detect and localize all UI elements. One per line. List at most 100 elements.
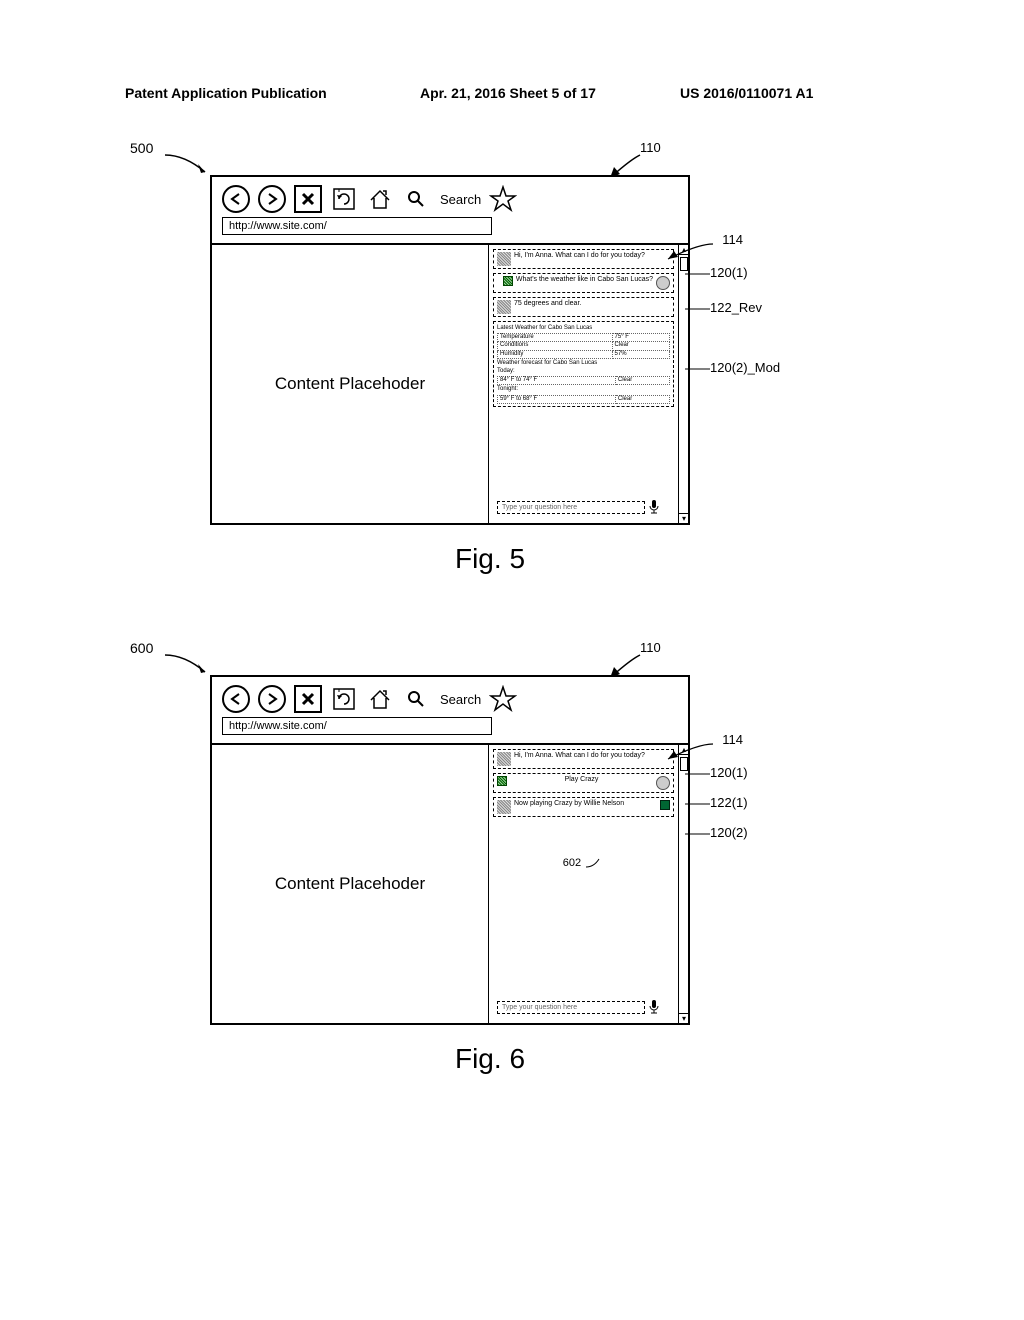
lead-120-2-mod <box>685 365 713 373</box>
mic-icon <box>648 999 660 1015</box>
lead-120-1-f6 <box>685 770 713 778</box>
refresh-button[interactable] <box>330 685 358 713</box>
callout-122-rev: 122_Rev <box>710 300 762 315</box>
user-avatar-icon <box>656 276 670 290</box>
anna-avatar-icon <box>497 300 511 314</box>
chat-panel: Hi, I'm Anna. What can I do for you toda… <box>493 249 674 519</box>
back-button[interactable] <box>222 185 250 213</box>
search-button[interactable] <box>402 185 430 213</box>
ref-600-arrow <box>160 650 215 680</box>
toolbar: Search <box>212 677 688 715</box>
ref-500: 500 <box>130 140 153 156</box>
content-row: Content Placehoder ▴ ▾ Hi, I'm Anna. Wha… <box>212 243 688 523</box>
chat-msg-anna-2: 75 degrees and clear. <box>493 297 674 317</box>
mic-button[interactable] <box>648 499 660 515</box>
weather-table-today: 84° F to 74° FClear <box>497 376 670 385</box>
home-button[interactable] <box>366 185 394 213</box>
scrollbar[interactable]: ▴ ▾ <box>678 745 688 1023</box>
fig5-caption: Fig. 5 <box>210 543 770 575</box>
callout-120-1-f6: 120(1) <box>710 765 748 780</box>
refresh-icon <box>331 186 357 212</box>
lead-122-1 <box>685 800 713 808</box>
ref-600: 600 <box>130 640 153 656</box>
chat-input-row: Type your question here <box>497 499 660 515</box>
forward-button[interactable] <box>258 685 286 713</box>
callout-120-2-mod: 120(2)_Mod <box>710 360 780 375</box>
chat-msg-text: Hi, I'm Anna. What can I do for you toda… <box>514 252 645 260</box>
ref-500-arrow <box>160 150 215 180</box>
chat-input[interactable]: Type your question here <box>497 1001 645 1014</box>
weather-title-2: Weather forecast for Cabo San Lucas <box>497 360 670 367</box>
callout-114-f5: 114 <box>722 232 743 247</box>
chat-msg-text: What's the weather like in Cabo San Luca… <box>516 276 653 284</box>
status-indicator-icon <box>503 276 513 286</box>
table-row: Humidity57% <box>498 350 670 358</box>
callout-120-1-f5: 120(1) <box>710 265 748 280</box>
figure-5: 500 110 <box>130 140 850 575</box>
user-avatar-icon <box>656 776 670 790</box>
scroll-thumb[interactable] <box>680 257 688 271</box>
url-input[interactable]: http://www.site.com/ <box>222 717 492 735</box>
callout-602-hook <box>584 857 604 869</box>
chat-msg-text: Hi, I'm Anna. What can I do for you toda… <box>514 752 645 760</box>
home-button[interactable] <box>366 685 394 713</box>
stop-button[interactable] <box>294 685 322 713</box>
weather-table-tonight: 59° F to 68° FClear <box>497 395 670 404</box>
lead-120-2 <box>685 830 713 838</box>
search-button[interactable] <box>402 685 430 713</box>
weather-table-1: Temperature75° F ConditionsClear Humidit… <box>497 333 670 359</box>
scroll-down-icon[interactable]: ▾ <box>679 513 689 523</box>
lead-120-1-f5 <box>685 270 713 278</box>
arrow-left-icon <box>229 192 243 206</box>
url-input[interactable]: http://www.site.com/ <box>222 217 492 235</box>
scroll-down-icon[interactable]: ▾ <box>679 1013 689 1023</box>
arrow-right-icon <box>265 192 279 206</box>
chat-input-row: Type your question here <box>497 999 660 1015</box>
chat-msg-user-1: Play Crazy <box>493 773 674 793</box>
stop-button[interactable] <box>294 185 322 213</box>
callout-602: 602 <box>493 857 674 869</box>
favorite-button[interactable] <box>489 185 517 213</box>
callout-122-1: 122(1) <box>710 795 748 810</box>
x-icon <box>300 691 316 707</box>
anna-avatar-icon <box>497 752 511 766</box>
browser-window: Search http://www.site.com/ 114 Content … <box>210 175 690 525</box>
toolbar: Search <box>212 177 688 215</box>
arrow-right-icon <box>265 692 279 706</box>
back-button[interactable] <box>222 685 250 713</box>
callout-120-2: 120(2) <box>710 825 748 840</box>
chat-msg-text: 75 degrees and clear. <box>514 300 581 308</box>
hdr-left: Patent Application Publication <box>125 85 327 101</box>
refresh-button[interactable] <box>330 185 358 213</box>
fig6-caption: Fig. 6 <box>210 1043 770 1075</box>
play-indicator-icon <box>660 800 670 810</box>
hdr-mid: Apr. 21, 2016 Sheet 5 of 17 <box>420 85 596 101</box>
content-placeholder: Content Placehoder <box>212 745 488 1023</box>
search-icon <box>406 689 426 709</box>
chat-msg-anna-1: Hi, I'm Anna. What can I do for you toda… <box>493 749 674 769</box>
url-row: http://www.site.com/ <box>212 215 688 243</box>
home-icon <box>367 186 393 212</box>
scrollbar[interactable]: ▴ ▾ <box>678 245 688 523</box>
scroll-thumb[interactable] <box>680 757 688 771</box>
chat-pane: ▴ ▾ Hi, I'm Anna. What can I do for you … <box>488 245 688 523</box>
chat-input[interactable]: Type your question here <box>497 501 645 514</box>
search-label: Search <box>440 692 481 707</box>
scroll-up-icon[interactable]: ▴ <box>679 745 689 755</box>
chat-pane: ▴ ▾ Hi, I'm Anna. What can I do for you … <box>488 745 688 1023</box>
search-label: Search <box>440 192 481 207</box>
favorite-button[interactable] <box>489 685 517 713</box>
table-row: ConditionsClear <box>498 342 670 350</box>
table-row: 84° F to 74° FClear <box>498 377 670 385</box>
search-icon <box>406 189 426 209</box>
lead-122-rev <box>685 305 713 313</box>
tonight-label: Tonight: <box>497 386 670 393</box>
chat-panel: Hi, I'm Anna. What can I do for you toda… <box>493 749 674 1019</box>
table-row: 59° F to 68° FClear <box>498 395 670 403</box>
mic-button[interactable] <box>648 999 660 1015</box>
scroll-up-icon[interactable]: ▴ <box>679 245 689 255</box>
anna-avatar-icon <box>497 252 511 266</box>
forward-button[interactable] <box>258 185 286 213</box>
refresh-icon <box>331 686 357 712</box>
browser-window: Search http://www.site.com/ 114 Content … <box>210 675 690 1025</box>
